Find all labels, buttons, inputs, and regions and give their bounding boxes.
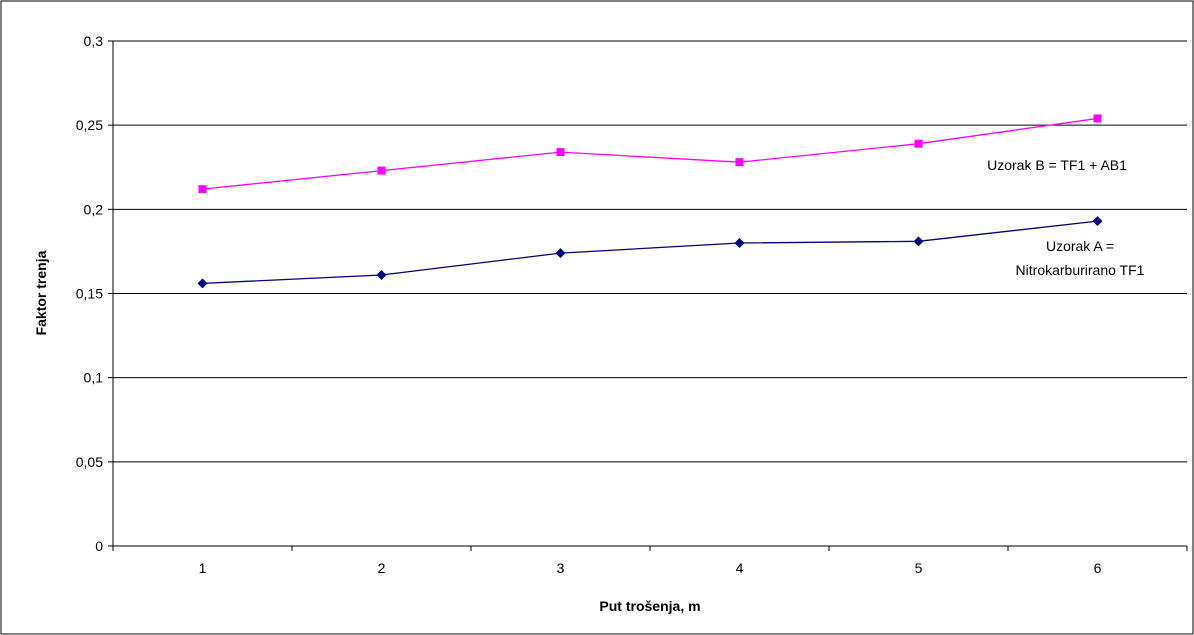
series-line-1 [202, 117, 1098, 190]
axes [108, 40, 1188, 551]
data-point [913, 236, 924, 247]
data-point [197, 278, 208, 289]
series-label: Uzorak A = [1046, 238, 1114, 254]
x-tick-label: 4 [736, 560, 744, 576]
y-tick-label: 0,25 [76, 117, 103, 133]
data-point [377, 166, 386, 175]
x-tick-label: 3 [557, 560, 565, 576]
y-tick-label: 0,3 [84, 33, 104, 49]
data-point [376, 269, 387, 280]
x-axis-title: Put trošenja, m [599, 598, 700, 614]
y-tick-label: 0 [95, 538, 103, 554]
data-point [734, 238, 745, 248]
data-point [1092, 216, 1103, 227]
series-line-2 [202, 220, 1098, 285]
series-label: Uzorak B = TF1 + AB1 [987, 157, 1127, 173]
data-point [555, 248, 566, 259]
x-tick-label: 6 [1094, 560, 1102, 576]
y-tick-label: 0,2 [84, 201, 104, 217]
tick-labels: 0 0,05 0,1 0,15 0,2 0,25 0,3 1 2 3 4 5 6 [76, 33, 1102, 576]
x-tick-label: 2 [378, 560, 386, 576]
grid [113, 40, 1187, 463]
series-label: Nitrokarburirano TF1 [1016, 262, 1145, 278]
y-axis-title: Faktor trenja [33, 250, 49, 335]
data-point [914, 139, 923, 148]
data-point [556, 148, 565, 157]
y-tick-label: 0,1 [84, 370, 104, 386]
series-labels: Uzorak B = TF1 + AB1 Uzorak A = Nitrokarbu… [987, 157, 1145, 278]
series [197, 114, 1103, 289]
data-point [735, 158, 744, 167]
y-tick-label: 0,05 [76, 454, 103, 470]
data-point [198, 185, 207, 194]
data-point [1093, 114, 1102, 123]
x-tick-label: 1 [199, 560, 207, 576]
x-tick-label: 5 [915, 560, 923, 576]
y-tick-label: 0,15 [76, 286, 103, 302]
